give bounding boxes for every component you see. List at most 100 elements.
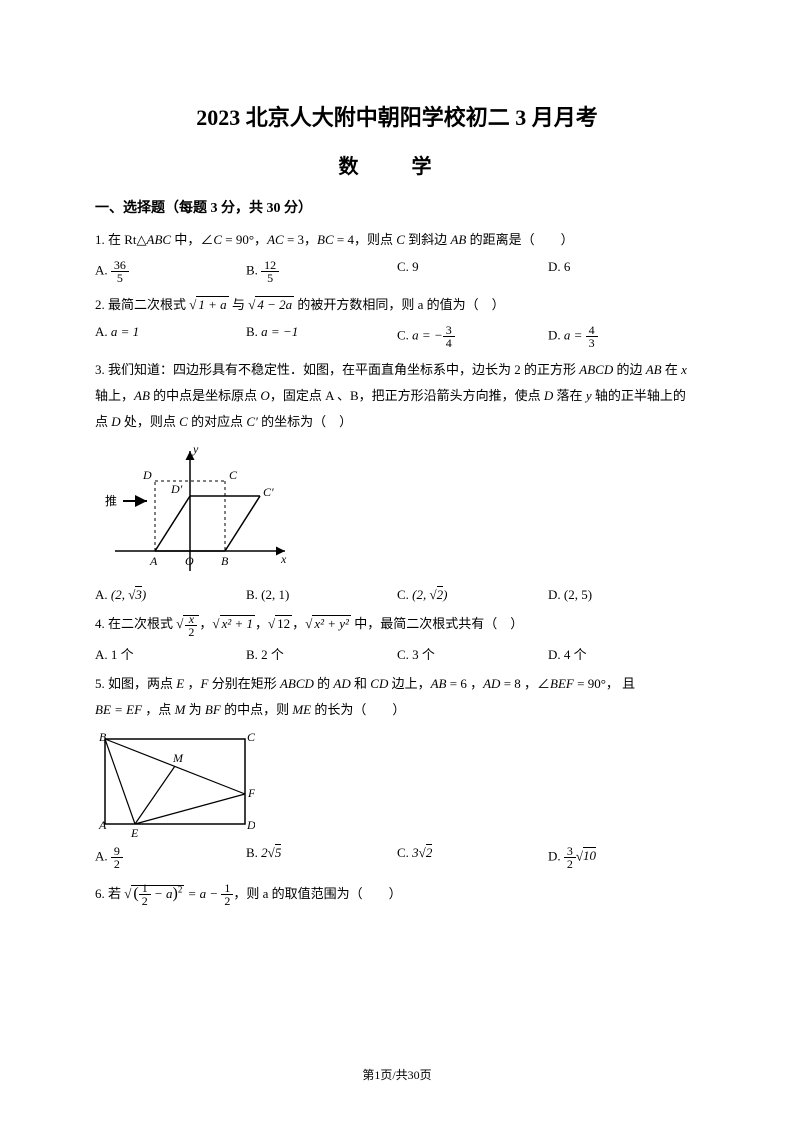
q1-opt-c: C. 9 (397, 259, 548, 284)
q2-opt-d: D. a = 43 (548, 324, 699, 349)
q1-opt-d: D. 6 (548, 259, 699, 284)
q1-t6: 到斜边 (405, 232, 451, 247)
q1-t5: = 4，则点 (334, 232, 397, 247)
q1a-label: A. (95, 262, 111, 277)
exam-page: 2023 北京人大附中朝阳学校初二 3 月月考 数 学 一、选择题（每题 3 分… (0, 0, 794, 1123)
q5-2h: 的长为（ ） (311, 702, 405, 717)
q1-t7: 的距离是（ ） (466, 232, 573, 247)
q5a-l: A. (95, 848, 111, 863)
q4-t2: 中，最简二次根式共有（ ） (351, 616, 523, 631)
q3-3d: C (179, 414, 188, 429)
q5-le: E (130, 826, 139, 839)
q5d-n: 3 (564, 845, 576, 858)
q2c-den: 4 (443, 337, 455, 349)
q5-1k: 边上， (388, 676, 430, 691)
q5-1j: CD (370, 676, 388, 691)
q1-text: 1. 在 Rt△ (95, 232, 147, 247)
q3-1b: ABCD (579, 362, 613, 377)
q5-1o: = 8 ，∠ (500, 676, 550, 691)
q6-exp: 2 (178, 884, 183, 894)
q2-opt-a: A. a = 1 (95, 324, 246, 349)
q4-r4: x² + y² (312, 615, 351, 631)
q3-3c: 处，则点 (121, 414, 180, 429)
q4-opt-c: C. 3 个 (397, 644, 548, 663)
q5-lm: M (172, 751, 184, 765)
q2d-den: 3 (586, 337, 598, 349)
q2-rad1-body: 1 + a (196, 296, 228, 312)
q5a-d: 2 (111, 858, 123, 870)
q3-1d: AB (646, 362, 662, 377)
q3-svg: y x A O B D C D′ C′ 推 (95, 441, 295, 581)
q5-2b: ，点 (142, 702, 175, 717)
q6-t2: ，则 a 的取值范围为（ ） (233, 886, 401, 901)
q2-t1: 2. 最简二次根式 (95, 297, 189, 312)
q3-2e: ，固定点 A 、B，把正方形沿箭头方向推，使点 (270, 388, 544, 403)
q5-1n: AD (483, 676, 500, 691)
q6-t1: 6. 若 (95, 886, 124, 901)
q2-rad2-body: 4 − 2a (255, 296, 294, 312)
q4-t1: 4. 在二次根式 (95, 616, 176, 631)
q4-options: A. 1 个 B. 2 个 C. 3 个 D. 4 个 (95, 644, 699, 663)
q1b-den: 5 (261, 272, 279, 284)
q4-opt-d: D. 4 个 (548, 644, 699, 663)
q1-opt-b: B. 125 (246, 259, 397, 284)
q5-opt-d: D. 32√10 (548, 845, 699, 870)
q5-opt-b: B. 2√5 (246, 845, 397, 870)
q3-lbl-a: A (149, 554, 158, 568)
q2-opt-c: C. a = −34 (397, 324, 548, 349)
page-footer: 第1页/共30页 (0, 1066, 794, 1083)
question-1: 1. 在 Rt△ABC 中，∠C = 90°，AC = 3，BC = 4，则点 … (95, 227, 699, 253)
question-3: 3. 我们知道：四边形具有不稳定性．如图，在平面直角坐标系中，边长为 2 的正方… (95, 357, 699, 435)
q1-opt-a: A. 365 (95, 259, 246, 284)
q4-rad3: √12 (268, 611, 292, 637)
q3-lbl-push: 推 (105, 494, 117, 508)
q5d-d: 2 (564, 858, 576, 870)
q4-r2: x² + 1 (220, 615, 255, 631)
q5a-n: 9 (111, 845, 123, 858)
q3-1a: 3. 我们知道：四边形具有不稳定性．如图，在平面直角坐标系中，边长为 2 的正方… (95, 362, 579, 377)
q4-s2: ， (255, 616, 268, 631)
q3-2b: AB (134, 388, 150, 403)
q3-2c: 的中点是坐标原点 (150, 388, 261, 403)
q2d-l: D. (548, 327, 564, 342)
q5-1p: BEF (550, 676, 574, 691)
q5-2c: M (175, 702, 186, 717)
question-6: 6. 若 √(12 − a)2 = a − 12，则 a 的取值范围为（ ） (95, 878, 699, 910)
q6-eq: = a − (184, 886, 221, 901)
q5-1c: ， (184, 676, 200, 691)
q1-t4: = 3， (284, 232, 317, 247)
q5-1a: 5. 如图，两点 (95, 676, 176, 691)
q5-1q: = 90°， 且 (574, 676, 635, 691)
q3-lbl-cp: C′ (263, 485, 274, 499)
q3-lbl-b: B (221, 554, 229, 568)
q5-ld: D (246, 818, 255, 832)
q4-opt-b: B. 2 个 (246, 644, 397, 663)
q5-1h: AD (333, 676, 350, 691)
question-5: 5. 如图，两点 E ，F 分别在矩形 ABCD 的 AD 和 CD 边上，AB… (95, 671, 699, 723)
q3-2g: 落在 (553, 388, 586, 403)
q3-opt-b: B. (2, 1) (246, 587, 397, 603)
q3-opt-d: D. (2, 5) (548, 587, 699, 603)
q5d-l: D. (548, 848, 564, 863)
q4-s3: ， (292, 616, 305, 631)
q3-3e: 的对应点 (188, 414, 247, 429)
question-4: 4. 在二次根式 √x2，√x² + 1，√12，√x² + y² 中，最简二次… (95, 611, 699, 638)
q2b-m: a = −1 (261, 324, 298, 339)
q5-options: A. 92 B. 2√5 C. 3√2 D. 32√10 (95, 845, 699, 870)
q3-1c: 的边 (613, 362, 646, 377)
q5-lb: B (99, 730, 107, 744)
q1-ab: AB (450, 232, 466, 247)
q3-lbl-c: C (229, 468, 238, 482)
q3-lbl-y: y (192, 442, 199, 456)
q3-2d: O (260, 388, 269, 403)
q1b-label: B. (246, 262, 261, 277)
q3-options: A. (2, √3) B. (2, 1) C. (2, √2) D. (2, 5… (95, 587, 699, 603)
q1-c2: C (396, 232, 405, 247)
q3-lbl-x: x (280, 552, 287, 566)
q6-id: 2 (139, 895, 151, 907)
q5-2f: 的中点，则 (221, 702, 293, 717)
q5-svg: B C D A E F M (95, 729, 255, 839)
q2c-l: C. (397, 327, 412, 342)
q4-s1: ， (199, 616, 212, 631)
q4-rad2: √x² + 1 (212, 611, 255, 637)
